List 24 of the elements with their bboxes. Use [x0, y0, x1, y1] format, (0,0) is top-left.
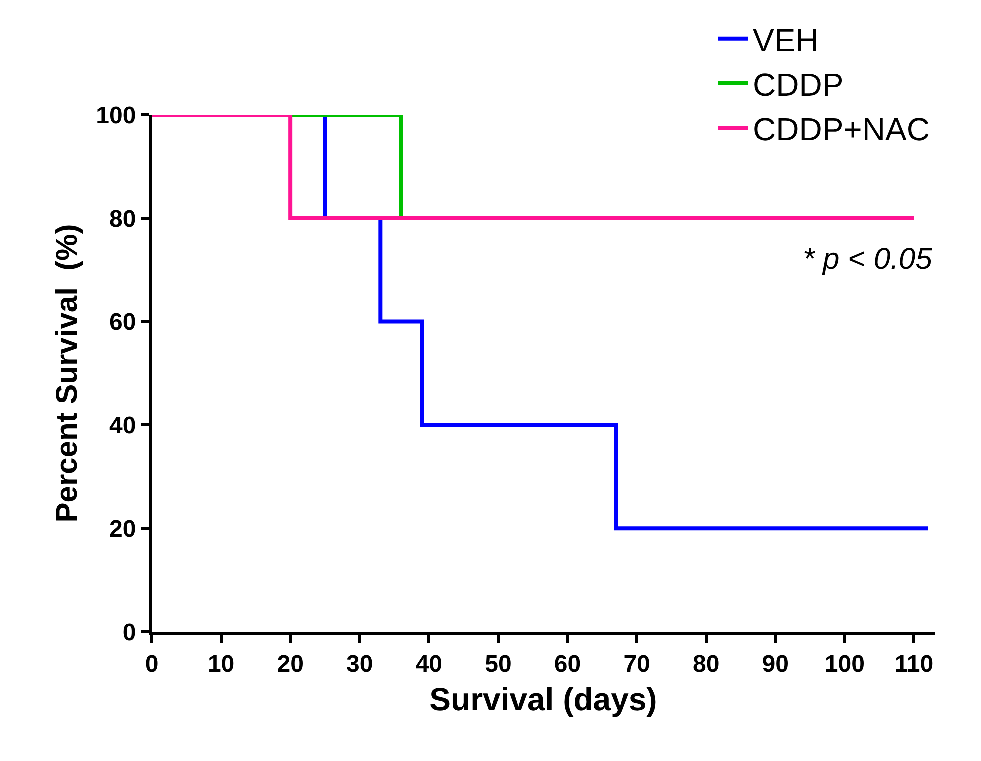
x-tick-label: 70 [624, 650, 650, 678]
x-tick-label: 0 [145, 650, 159, 678]
y-tick-label: 60 [109, 309, 136, 336]
x-tick-label: 40 [416, 650, 443, 678]
x-tick-label: 80 [692, 650, 720, 678]
y-tick-label: 80 [109, 206, 136, 233]
y-tick-label: 100 [96, 102, 136, 130]
x-tick-label: 20 [277, 650, 304, 678]
annotation: * p < 0.05 [803, 243, 933, 276]
x-tick-label: 110 [894, 650, 934, 678]
x-tick-label: 10 [208, 650, 235, 678]
x-tick-label: 30 [346, 650, 374, 678]
y-tick-label: 0 [122, 619, 136, 646]
y-tick-label: 20 [109, 516, 136, 543]
legend-label: VEH [753, 22, 819, 58]
x-axis-title: Survival (days) [430, 682, 658, 718]
y-tick-label: 40 [109, 412, 136, 440]
y-axis-title: Percent Survival (%) [51, 224, 84, 523]
legend-label: CDDP [753, 66, 844, 103]
x-tick-label: 60 [554, 650, 582, 678]
legend-label: CDDP+NAC [753, 112, 930, 148]
x-tick-label: 50 [485, 650, 512, 678]
x-tick-label: 100 [824, 650, 865, 678]
x-tick-label: 90 [762, 650, 789, 678]
